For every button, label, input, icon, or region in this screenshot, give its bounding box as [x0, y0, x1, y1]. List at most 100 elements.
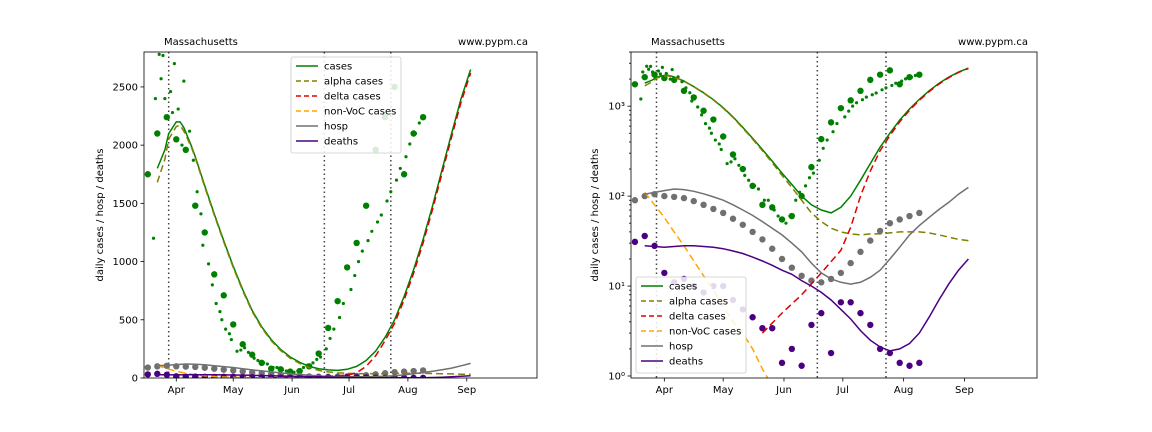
cases-point: [172, 62, 176, 66]
cases-point: [874, 91, 878, 95]
cases-point: [743, 173, 747, 177]
cases-point: [360, 249, 364, 253]
cases-point: [690, 94, 697, 101]
cases-point: [817, 158, 821, 162]
cases-point: [159, 77, 163, 81]
cases-point: [144, 171, 151, 178]
deaths-point: [154, 370, 161, 378]
cases-point: [337, 315, 342, 320]
cases-point: [218, 310, 222, 314]
cases-point: [332, 327, 336, 331]
y-tick-label: 10³: [608, 102, 625, 113]
legend: cases alpha cases delta cases non-VoC cases…: [290, 56, 402, 154]
hosp-point: [739, 221, 746, 228]
x-tick-label: Jul: [342, 385, 355, 396]
cases-point: [821, 146, 825, 150]
y-axis-label: daily cases / hosp / deaths: [95, 149, 106, 282]
hosp-point: [837, 269, 845, 277]
deaths-point: [749, 314, 756, 321]
hosp-point: [680, 194, 688, 202]
deaths-point: [788, 345, 796, 353]
y-tick-label: 10²: [608, 192, 625, 203]
cases-point: [896, 81, 903, 88]
cases-point: [870, 93, 874, 97]
hosp-point: [690, 197, 697, 205]
cases-point: [268, 365, 275, 372]
cases-point: [168, 89, 173, 94]
cases-point: [410, 130, 417, 137]
legend-label: cases: [324, 62, 352, 73]
cases-point: [639, 97, 643, 101]
hosp-point: [788, 264, 796, 271]
cases-point: [315, 350, 322, 357]
chart-panel-1: Massachusetts www.pypm.ca daily cases / ho…: [95, 37, 538, 396]
cases-point: [220, 292, 227, 299]
cases-point: [778, 216, 786, 223]
cases-series-line: [156, 69, 472, 372]
cases-point: [803, 184, 808, 188]
cases-point: [843, 115, 847, 119]
cases-point: [649, 64, 653, 68]
cases-point: [903, 77, 908, 81]
deaths-point: [916, 359, 923, 367]
cases-point: [884, 86, 888, 90]
legend-label: non-VoC cases: [669, 327, 741, 338]
legend-label: deaths: [324, 137, 358, 148]
cases-point: [835, 121, 839, 126]
legend: cases alpha cases delta cases non-VoC cases…: [635, 276, 747, 374]
cases-point: [258, 359, 265, 367]
cases-point: [239, 341, 246, 348]
hosp-point: [778, 255, 786, 263]
cases-point: [729, 160, 733, 164]
deaths-point: [847, 299, 854, 306]
cases-point: [385, 199, 389, 203]
cases-point: [876, 71, 884, 78]
cases-point: [811, 171, 816, 175]
cases-point: [700, 113, 704, 117]
cases-point: [864, 95, 868, 99]
cases-point: [157, 52, 161, 56]
cases-point: [703, 121, 708, 126]
cases-point: [860, 98, 865, 102]
hosp-point: [670, 193, 678, 201]
deaths-point: [906, 362, 913, 369]
deaths-point: [867, 321, 874, 329]
cases-point: [664, 71, 668, 76]
cases-point: [733, 157, 737, 161]
hosp-point: [916, 209, 923, 217]
hosp-point: [876, 227, 884, 235]
cases-point: [651, 71, 658, 78]
cases-point: [916, 71, 923, 78]
hosp-point: [661, 192, 668, 200]
cases-point: [747, 178, 751, 182]
hosp-point: [719, 209, 727, 217]
hosp-point: [759, 236, 766, 243]
cases-point: [328, 336, 332, 341]
cases-point: [187, 129, 192, 133]
cases-point: [182, 79, 186, 83]
delta-cases-series-line: [761, 67, 969, 334]
legend-frame: [290, 56, 402, 154]
deaths-point: [641, 232, 648, 240]
x-tick-label: Sep: [955, 385, 974, 396]
cases-point: [847, 97, 854, 104]
hosp-point: [749, 228, 756, 236]
cases-point: [153, 96, 157, 101]
hosp-point: [729, 215, 737, 222]
cases-point: [375, 220, 380, 224]
chart-title-left: Massachusetts: [651, 37, 725, 48]
x-tick-label: May: [713, 385, 734, 396]
hosp-point: [857, 248, 864, 256]
cases-point: [192, 202, 199, 209]
legend-label: alpha cases: [324, 77, 383, 88]
hosp-point: [182, 363, 189, 370]
deaths-point: [631, 238, 639, 246]
y-tick-label: 1000: [113, 257, 138, 268]
cases-point: [631, 81, 639, 88]
cases-point: [408, 142, 412, 146]
cases-point: [173, 136, 180, 143]
cases-point: [163, 96, 167, 101]
cases-point: [906, 73, 913, 81]
cases-point: [710, 116, 717, 123]
